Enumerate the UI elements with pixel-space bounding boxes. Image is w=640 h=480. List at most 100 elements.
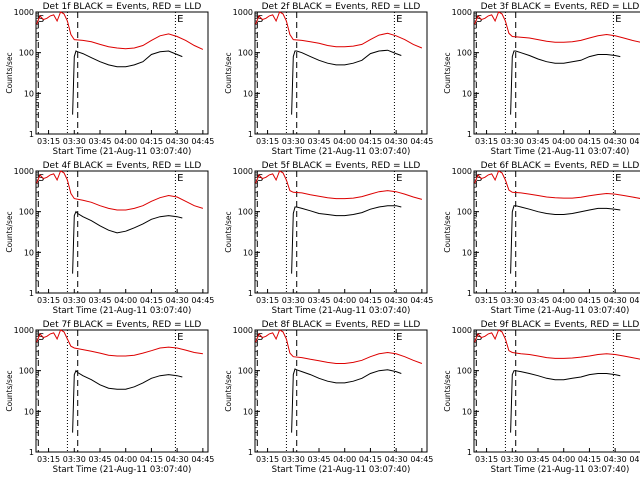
x-tick-label: 03:15 bbox=[475, 455, 498, 464]
x-tick-label: 04:30 bbox=[604, 455, 627, 464]
x-tick-label: 04:00 bbox=[333, 455, 356, 464]
panel-title: Det 8f BLACK = Events, RED = LLD bbox=[262, 320, 421, 330]
x-tick-label: 03:30 bbox=[501, 137, 524, 146]
x-tick-label: 04:45 bbox=[629, 455, 640, 464]
y-tick-label: 100 bbox=[19, 49, 34, 58]
x-axis-label: Start Time (21-Aug-11 03:07:40) bbox=[53, 465, 192, 475]
x-tick-label: 03:45 bbox=[526, 137, 549, 146]
x-tick-label: 03:30 bbox=[282, 455, 305, 464]
y-tick-label: 1000 bbox=[14, 167, 34, 176]
x-tick-label: 04:15 bbox=[578, 296, 601, 305]
start-marker: S bbox=[38, 173, 44, 184]
y-tick-label: 10 bbox=[24, 89, 34, 98]
plot-frame bbox=[35, 11, 209, 135]
x-axis-label: Start Time (21-Aug-11 03:07:40) bbox=[272, 306, 411, 316]
x-tick-label: 03:15 bbox=[37, 296, 60, 305]
lld-series-line bbox=[474, 11, 640, 43]
y-axis-label: Counts/sec bbox=[5, 211, 14, 252]
x-tick-label: 03:45 bbox=[88, 296, 111, 305]
y-axis-label: Counts/sec bbox=[5, 370, 14, 411]
plot-frame bbox=[473, 170, 640, 294]
x-axis-label: Start Time (21-Aug-11 03:07:40) bbox=[491, 465, 630, 475]
x-tick-label: 04:45 bbox=[191, 455, 214, 464]
x-tick-label: 04:15 bbox=[578, 455, 601, 464]
x-tick-label: 04:45 bbox=[191, 296, 214, 305]
plot-frame bbox=[254, 329, 428, 453]
start-marker: S bbox=[476, 14, 482, 25]
start-marker: S bbox=[257, 332, 263, 343]
lld-series-line bbox=[255, 329, 423, 364]
lld-series-line bbox=[255, 170, 423, 200]
y-tick-label: 1000 bbox=[452, 326, 472, 335]
plot-frame bbox=[473, 329, 640, 453]
detector-panel: Det 5f BLACK = Events, RED = LLD 1 10 100 10… bbox=[224, 161, 433, 316]
events-series-line bbox=[72, 50, 183, 115]
end-marker: E bbox=[177, 332, 183, 343]
x-tick-label: 03:30 bbox=[282, 137, 305, 146]
lld-series-line bbox=[255, 11, 423, 49]
x-tick-label: 03:30 bbox=[63, 455, 86, 464]
x-tick-label: 04:15 bbox=[140, 296, 163, 305]
y-axis-label: Counts/sec bbox=[5, 52, 14, 93]
y-axis-label: Counts/sec bbox=[443, 211, 452, 252]
y-axis-label: Counts/sec bbox=[224, 211, 233, 252]
plot-frame bbox=[254, 170, 428, 294]
detector-panel: Det 8f BLACK = Events, RED = LLD 1 10 100 10… bbox=[224, 320, 433, 475]
x-tick-label: 04:15 bbox=[140, 455, 163, 464]
start-marker: S bbox=[257, 14, 263, 25]
x-tick-label: 03:45 bbox=[307, 137, 330, 146]
end-marker: E bbox=[615, 14, 621, 25]
x-tick-label: 03:30 bbox=[501, 296, 524, 305]
y-tick-label: 1000 bbox=[14, 8, 34, 17]
detector-panel: Det 9f BLACK = Events, RED = LLD 1 10 100 10… bbox=[443, 320, 640, 475]
start-marker: S bbox=[38, 14, 44, 25]
end-marker: E bbox=[615, 173, 621, 184]
end-marker: E bbox=[396, 14, 402, 25]
panel-title: Det 3f BLACK = Events, RED = LLD bbox=[481, 2, 640, 12]
x-tick-label: 04:30 bbox=[385, 455, 408, 464]
x-tick-label: 04:00 bbox=[333, 296, 356, 305]
x-tick-label: 04:30 bbox=[604, 137, 627, 146]
y-axis-label: Counts/sec bbox=[443, 52, 452, 93]
lld-series-line bbox=[474, 329, 640, 360]
y-tick-label: 1000 bbox=[452, 167, 472, 176]
y-tick-label: 100 bbox=[19, 208, 34, 217]
x-axis-label: Start Time (21-Aug-11 03:07:40) bbox=[491, 147, 630, 157]
panel-title: Det 5f BLACK = Events, RED = LLD bbox=[262, 161, 421, 171]
y-tick-label: 100 bbox=[19, 367, 34, 376]
y-tick-label: 10 bbox=[462, 89, 472, 98]
x-axis-label: Start Time (21-Aug-11 03:07:40) bbox=[272, 147, 411, 157]
x-tick-label: 04:30 bbox=[166, 455, 189, 464]
y-tick-label: 100 bbox=[238, 49, 253, 58]
y-tick-label: 1000 bbox=[14, 326, 34, 335]
x-tick-label: 03:15 bbox=[475, 296, 498, 305]
events-series-line bbox=[291, 368, 402, 433]
events-series-line bbox=[510, 370, 621, 433]
detector-panel: Det 7f BLACK = Events, RED = LLD 1 10 100 10… bbox=[5, 320, 214, 475]
events-series-line bbox=[510, 205, 621, 274]
lld-series-line bbox=[36, 170, 204, 211]
x-tick-label: 03:45 bbox=[307, 455, 330, 464]
panel-title: Det 7f BLACK = Events, RED = LLD bbox=[43, 320, 202, 330]
end-marker: E bbox=[396, 173, 402, 184]
end-marker: E bbox=[615, 332, 621, 343]
x-tick-label: 04:15 bbox=[578, 137, 601, 146]
y-tick-label: 1 bbox=[248, 289, 253, 298]
plot-frame bbox=[473, 11, 640, 135]
x-tick-label: 03:15 bbox=[256, 455, 279, 464]
x-tick-label: 04:30 bbox=[385, 137, 408, 146]
events-series-line bbox=[510, 50, 621, 115]
x-tick-label: 04:45 bbox=[629, 296, 640, 305]
y-axis-label: Counts/sec bbox=[443, 370, 452, 411]
y-tick-label: 10 bbox=[243, 248, 253, 257]
y-tick-label: 10 bbox=[462, 407, 472, 416]
x-tick-label: 04:00 bbox=[114, 137, 137, 146]
x-axis-label: Start Time (21-Aug-11 03:07:40) bbox=[53, 147, 192, 157]
y-tick-label: 10 bbox=[462, 248, 472, 257]
x-tick-label: 03:15 bbox=[37, 137, 60, 146]
x-tick-label: 04:45 bbox=[410, 137, 433, 146]
x-tick-label: 04:45 bbox=[410, 455, 433, 464]
panel-title: Det 2f BLACK = Events, RED = LLD bbox=[262, 2, 421, 12]
x-tick-label: 04:00 bbox=[114, 455, 137, 464]
x-tick-label: 03:45 bbox=[307, 296, 330, 305]
